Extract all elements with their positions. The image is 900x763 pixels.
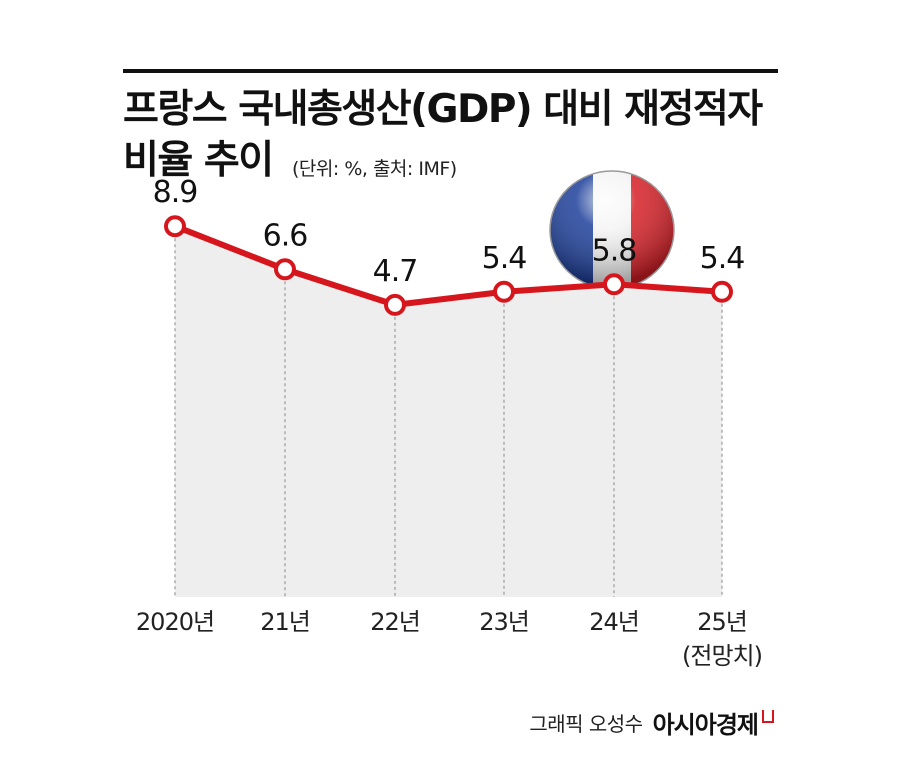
data-point [274,258,296,281]
data-label: 6.6 [263,218,308,253]
data-label: 4.7 [373,254,418,289]
x-tick-label: 24년 [589,608,640,636]
brand-mark-icon [762,710,774,723]
data-point [711,280,733,303]
x-tick-note: (전망치) [682,642,763,670]
data-label: 5.8 [592,233,637,268]
data-point [164,215,186,238]
chart-title: 프랑스 국내총생산(GDP) 대비 재정적자 [123,87,763,132]
top-rule [123,69,778,73]
data-label: 5.4 [700,241,745,276]
x-tick-label: 23년 [479,608,530,636]
chart-subtitle: (단위: %, 출처: IMF) [292,158,457,180]
france-flag-icon [549,170,675,290]
footer: 그래픽 오성수 아시아경제 [529,705,774,740]
x-tick-label: 21년 [260,608,311,636]
area-fill [175,226,722,597]
data-point [384,293,406,316]
x-tick-label: 25년 [697,608,748,636]
x-tick-label: 22년 [370,608,421,636]
data-point [603,273,625,296]
data-label: 5.4 [482,241,527,276]
x-tick-label: 2020년 [135,608,215,636]
brand-logo: 아시아경제 [652,711,759,739]
data-point [493,280,515,303]
series-line [173,223,723,308]
graphic-credit: 그래픽 오성수 [529,712,643,736]
chart-title-line2: 비율 추이 [123,138,274,183]
data-label: 8.9 [153,175,198,210]
